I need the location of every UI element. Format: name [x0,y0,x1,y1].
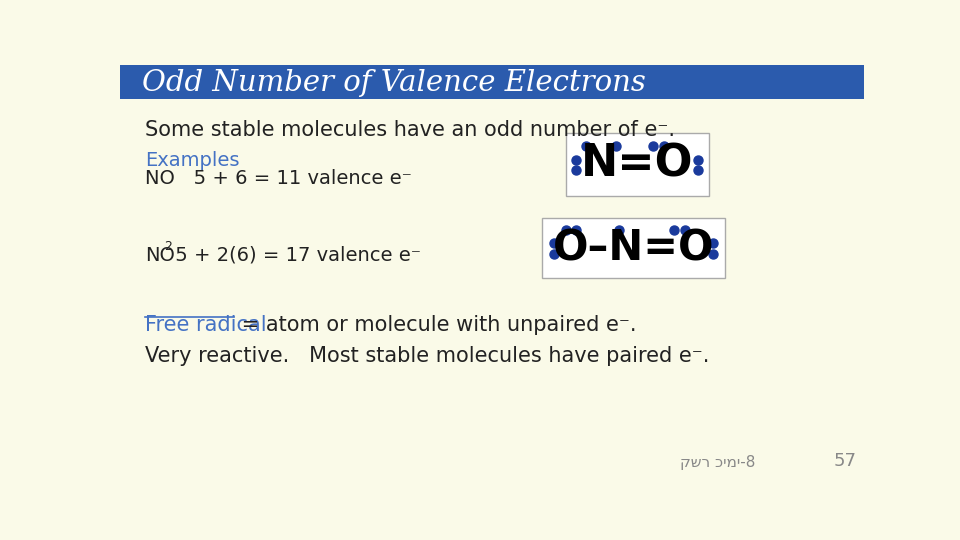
Text: NO   5 + 6 = 11 valence e⁻: NO 5 + 6 = 11 valence e⁻ [145,168,412,188]
Text: N=O: N=O [581,143,693,186]
Text: 2: 2 [164,240,172,253]
Text: = atom or molecule with unpaired e⁻.: = atom or molecule with unpaired e⁻. [234,315,636,335]
Text: NO: NO [145,246,175,265]
FancyBboxPatch shape [542,218,725,278]
Text: 5 + 2(6) = 17 valence e⁻: 5 + 2(6) = 17 valence e⁻ [169,246,420,265]
Text: Very reactive.   Most stable molecules have paired e⁻.: Very reactive. Most stable molecules hav… [145,346,709,366]
Text: O–N=O: O–N=O [553,227,714,269]
Text: Free radical: Free radical [145,315,267,335]
Text: Some stable molecules have an odd number of e⁻.: Some stable molecules have an odd number… [145,120,675,140]
Text: 57: 57 [833,452,856,470]
Text: Examples: Examples [145,151,239,170]
FancyBboxPatch shape [120,65,864,99]
Text: קשר כימי-8: קשר כימי-8 [680,455,756,470]
Text: Odd Number of Valence Electrons: Odd Number of Valence Electrons [142,69,645,97]
FancyBboxPatch shape [565,132,709,195]
